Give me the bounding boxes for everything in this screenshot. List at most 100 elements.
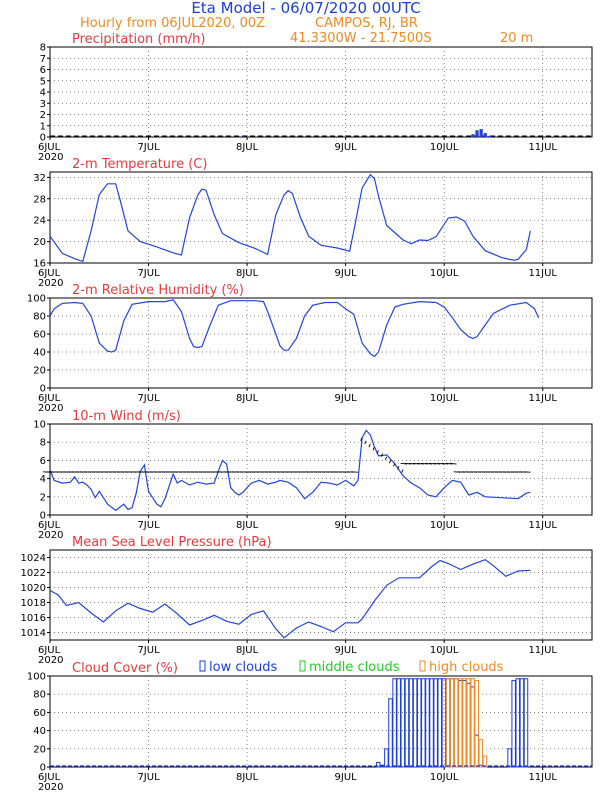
cloud-bar-low-clouds bbox=[453, 678, 459, 768]
series-line bbox=[49, 299, 540, 358]
wind-vector bbox=[408, 462, 416, 465]
y-tick-label: 16 bbox=[33, 259, 46, 270]
y-tick-label: 10 bbox=[33, 420, 46, 431]
cloud-bar-high-clouds bbox=[458, 678, 463, 768]
y-tick-label: 4 bbox=[40, 474, 46, 485]
y-tick-label: 1020 bbox=[21, 583, 46, 594]
cloud-bar-low-clouds bbox=[384, 748, 389, 768]
x-year-label: 2020 bbox=[38, 403, 63, 414]
cloud-bar-low-clouds bbox=[425, 678, 430, 768]
chart-title: Eta Model - 06/07/2020 00UTC bbox=[191, 0, 420, 17]
y-tick-label: 1022 bbox=[21, 568, 46, 579]
wind-vector bbox=[372, 447, 375, 451]
x-tick-label: 8JUL bbox=[236, 772, 259, 783]
x-tick-label: 6JUL bbox=[38, 520, 61, 531]
x-year-label: 2020 bbox=[38, 530, 63, 541]
cloud-bar-low-clouds bbox=[433, 678, 438, 768]
wind-vector bbox=[384, 456, 388, 461]
x-tick-label: 7JUL bbox=[137, 520, 160, 531]
panel-frame bbox=[49, 675, 593, 768]
cloud-bar-low-clouds bbox=[408, 678, 414, 768]
y-tick-label: 8 bbox=[40, 438, 46, 449]
precip-bar bbox=[479, 129, 483, 137]
panel-wind: 0 2 4 6 8 10 6JUL 7JUL 8JUL 9JUL 10JUL 11JUL 2020 10-… bbox=[33, 409, 593, 541]
x-tick-label: 11JUL bbox=[528, 268, 557, 279]
x-year-label: 2020 bbox=[38, 655, 63, 666]
y-tick-label: 80 bbox=[33, 690, 46, 701]
legend-label: middle clouds bbox=[309, 660, 400, 675]
y-tick-label: 2 bbox=[40, 110, 46, 121]
y-tick-label: 7 bbox=[40, 54, 46, 65]
cloud-bar-high-clouds bbox=[466, 678, 471, 768]
cloud-bar-high-clouds bbox=[453, 678, 459, 768]
cloud-bar-low-clouds bbox=[449, 678, 455, 768]
x-tick-label: 6JUL bbox=[38, 645, 61, 656]
cloud-bar-high-clouds bbox=[449, 678, 455, 768]
legend-label: high clouds bbox=[429, 660, 504, 675]
cloud-bar-low-clouds bbox=[400, 678, 406, 768]
panel-frame bbox=[49, 171, 593, 264]
wind-vector bbox=[393, 462, 396, 467]
y-tick-label: 28 bbox=[33, 194, 46, 205]
y-tick-label: 60 bbox=[33, 708, 46, 719]
cloud-bar-low-clouds bbox=[388, 698, 393, 768]
x-tick-label: 8JUL bbox=[236, 268, 259, 279]
cloud-bar-low-clouds bbox=[421, 678, 426, 768]
y-tick-label: 20 bbox=[33, 237, 46, 248]
x-tick-label: 9JUL bbox=[335, 645, 358, 656]
x-tick-label: 7JUL bbox=[137, 393, 160, 404]
cloud-bar-high-clouds bbox=[474, 680, 479, 768]
cloud-bar-low-clouds bbox=[519, 678, 525, 768]
x-tick-label: 10JUL bbox=[430, 142, 459, 153]
y-tick-label: 20 bbox=[33, 744, 46, 755]
wind-vector bbox=[404, 462, 412, 465]
panel-rh: 0 20 40 60 80 100 6JUL 7JUL 8JUL 9JUL 10JUL 11JUL 20… bbox=[27, 283, 593, 414]
y-tick-label: 100 bbox=[27, 672, 46, 683]
location-label: CAMPOS, RJ, BR bbox=[315, 16, 418, 31]
wind-vector bbox=[433, 462, 441, 465]
x-tick-label: 10JUL bbox=[430, 268, 459, 279]
x-year-label: 2020 bbox=[38, 782, 63, 792]
wind-vector bbox=[364, 440, 367, 445]
wind-vector bbox=[388, 459, 392, 464]
y-tick-label: 0 bbox=[40, 511, 46, 522]
panel-frame bbox=[49, 297, 593, 389]
x-tick-label: 10JUL bbox=[430, 645, 459, 656]
panel-title: 2-m Relative Humidity (%) bbox=[72, 283, 244, 298]
panel-temp: 16 20 24 28 32 6JUL 7JUL 8JUL 9JUL 10JUL 11JUL 2020… bbox=[33, 157, 593, 289]
y-tick-label: 1014 bbox=[21, 628, 46, 639]
x-year-label: 2020 bbox=[38, 278, 63, 289]
panel-cloud: 0 20 40 60 80 100 6JUL 7JUL 8JUL 9JUL 10JUL 11JUL 20… bbox=[27, 660, 593, 792]
panel-title: Mean Sea Level Pressure (hPa) bbox=[72, 535, 272, 550]
wind-vector bbox=[416, 462, 424, 465]
cloud-bar-low-clouds bbox=[437, 678, 443, 768]
x-tick-label: 7JUL bbox=[137, 142, 160, 153]
y-tick-label: 2 bbox=[40, 492, 46, 503]
precip-bar bbox=[475, 130, 479, 137]
y-tick-label: 80 bbox=[33, 312, 46, 323]
panel-mslp: 1014 1016 1018 1020 1022 1024 6JUL 7JUL 8JUL 9JUL… bbox=[21, 535, 593, 666]
y-tick-label: 24 bbox=[33, 216, 46, 227]
cloud-bar-high-clouds bbox=[478, 739, 484, 768]
cloud-bar-low-clouds bbox=[523, 678, 529, 768]
precip-bar bbox=[487, 135, 491, 137]
cloud-bar-low-clouds bbox=[458, 680, 463, 768]
wind-vector bbox=[429, 462, 437, 465]
y-tick-label: 20 bbox=[33, 366, 46, 377]
legend-swatch bbox=[199, 660, 206, 672]
panel-frame bbox=[49, 423, 593, 516]
y-tick-label: 40 bbox=[33, 348, 46, 359]
x-tick-label: 7JUL bbox=[137, 645, 160, 656]
wind-vector bbox=[401, 469, 404, 473]
x-tick-label: 9JUL bbox=[335, 142, 358, 153]
cloud-bar-low-clouds bbox=[396, 678, 401, 768]
x-tick-label: 9JUL bbox=[335, 520, 358, 531]
y-tick-label: 40 bbox=[33, 726, 46, 737]
cloud-bar-low-clouds bbox=[507, 748, 512, 768]
wind-vector bbox=[445, 462, 453, 465]
cloud-bar-low-clouds bbox=[511, 680, 516, 768]
x-tick-label: 6JUL bbox=[38, 268, 61, 279]
wind-vector bbox=[449, 462, 457, 465]
